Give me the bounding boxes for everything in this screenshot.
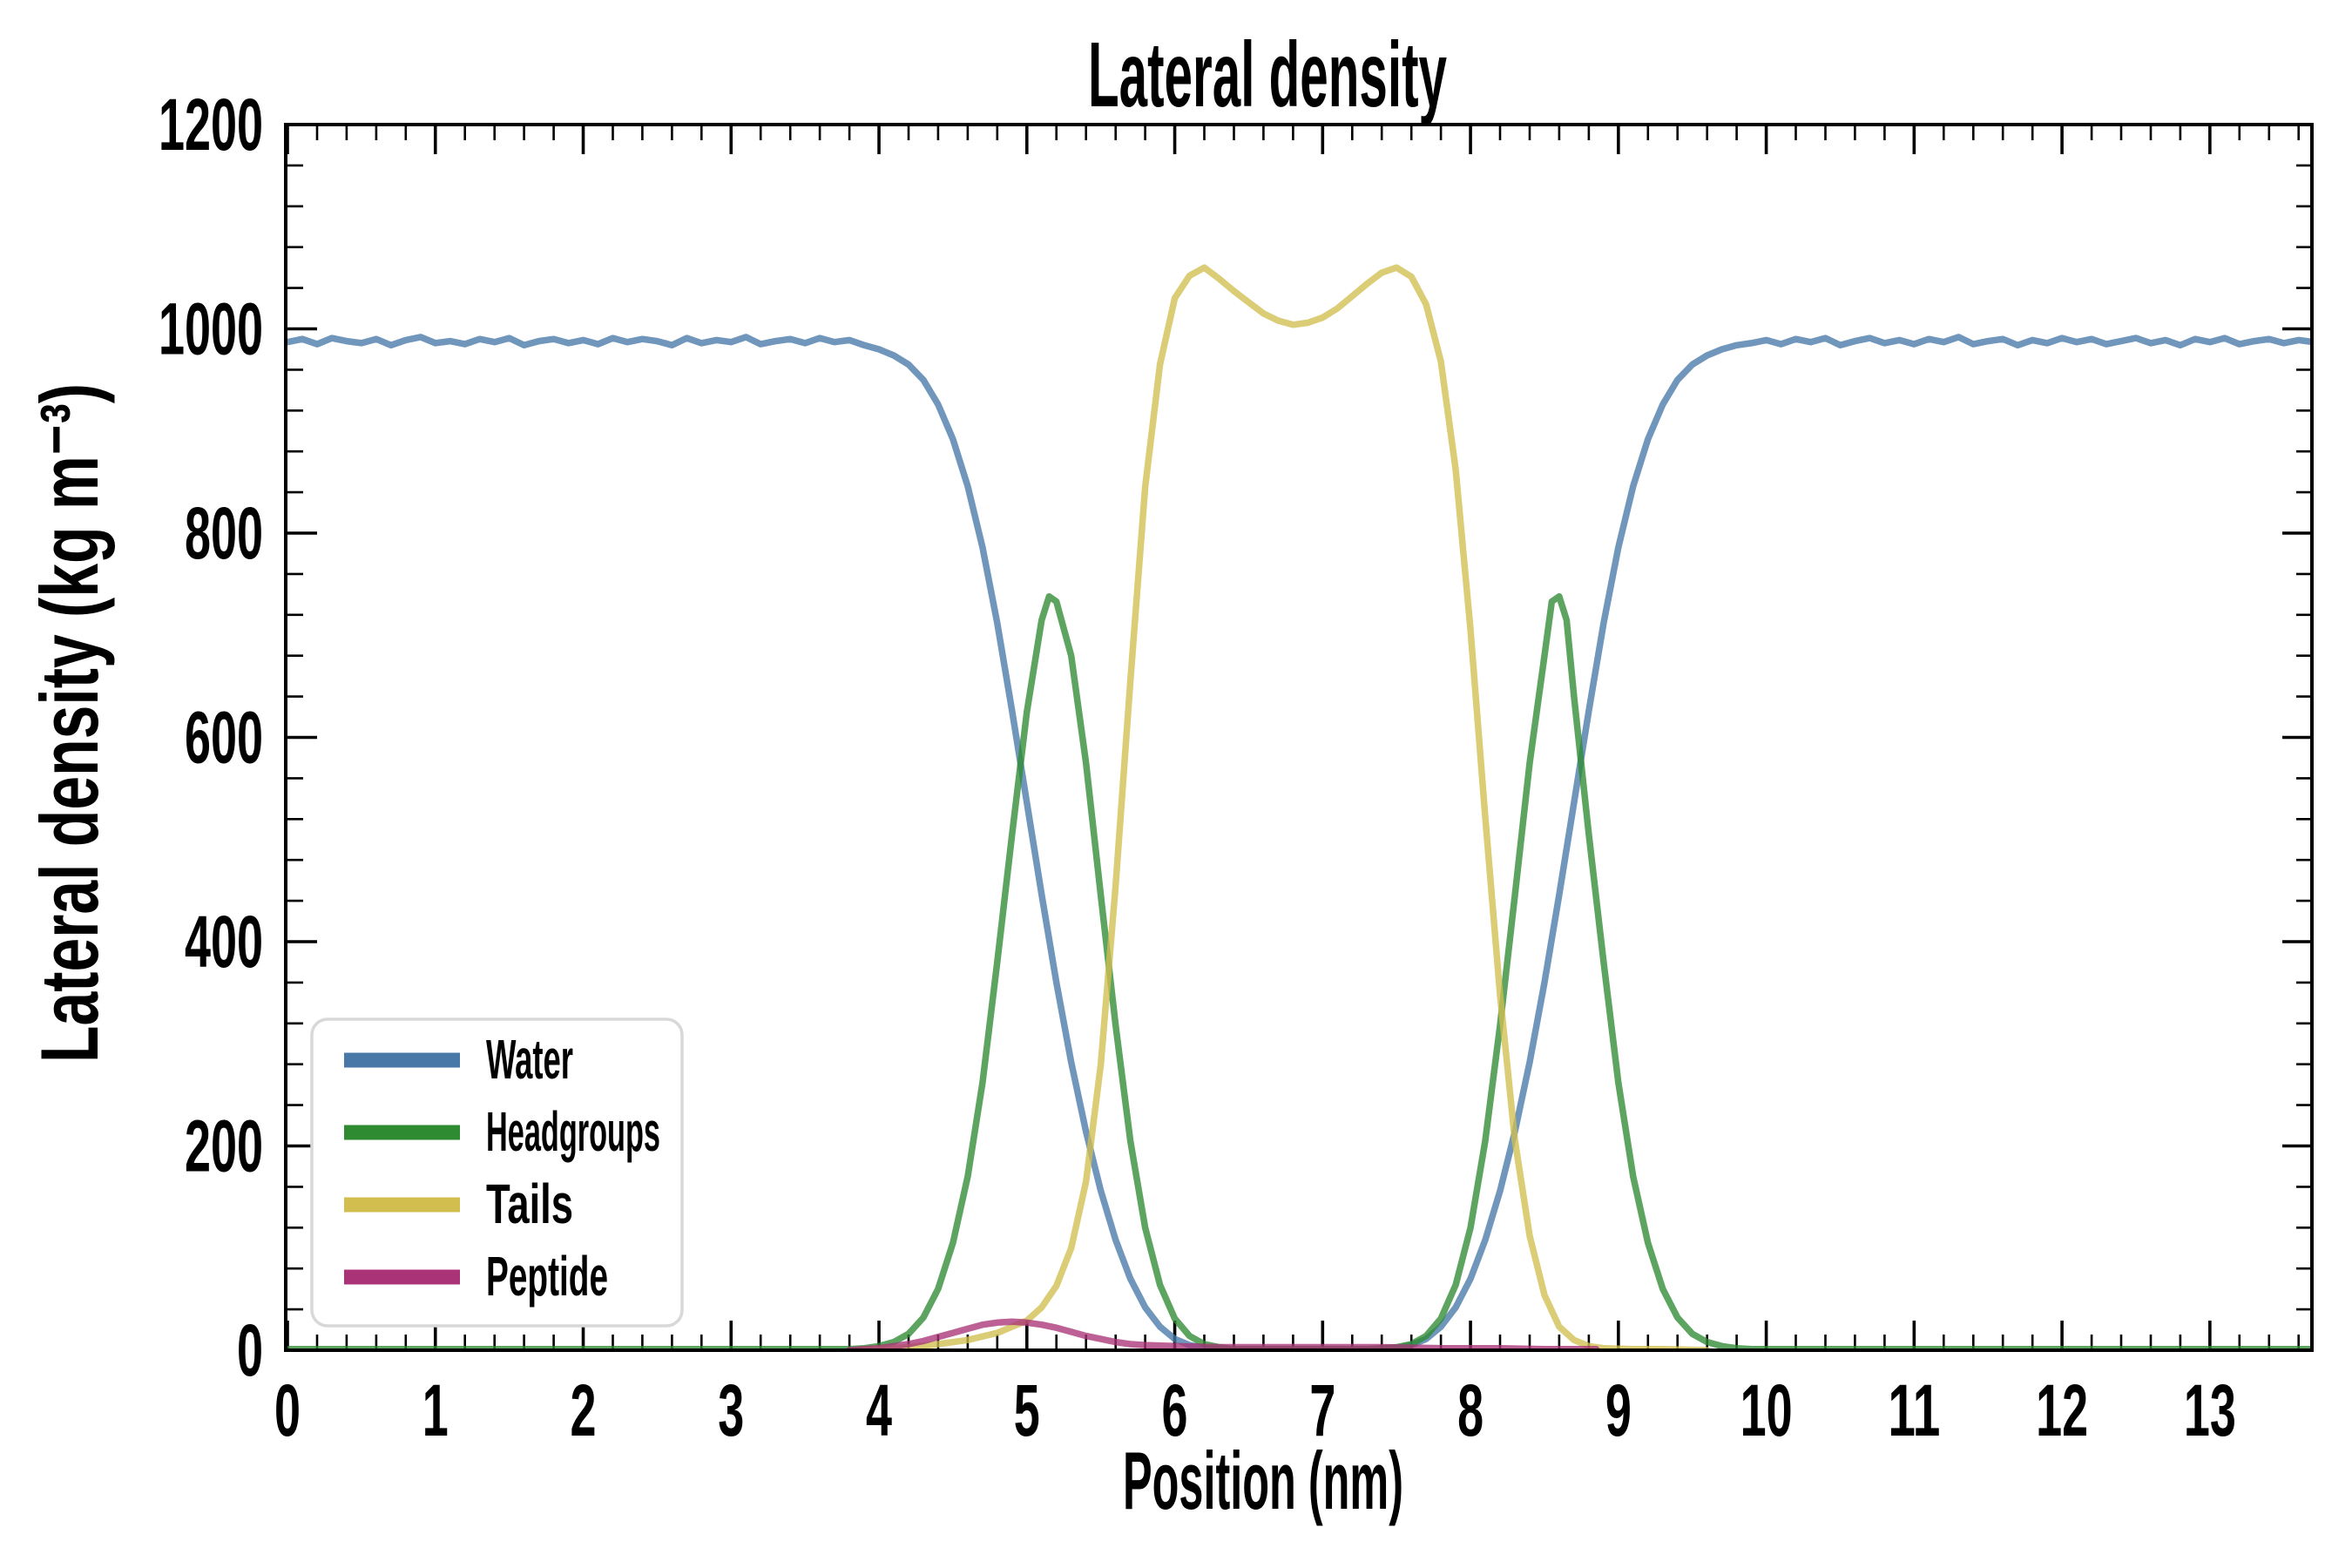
y-tick-label: 1000 (159, 288, 263, 370)
legend-label-water: Water (486, 1028, 573, 1091)
x-tick-label: 1 (422, 1369, 449, 1451)
x-axis-label: Position (nm) (1123, 1435, 1403, 1526)
x-tick-label: 9 (1605, 1369, 1632, 1451)
x-tick-label: 5 (1014, 1369, 1040, 1451)
y-tick-label: 800 (185, 492, 263, 574)
legend-box (310, 1017, 684, 1328)
x-tick-label: 10 (1740, 1369, 1793, 1451)
minor-ticks (287, 125, 2312, 1350)
legend-label-headgroups: Headgroups (486, 1100, 660, 1163)
x-tick-label: 4 (866, 1369, 892, 1451)
x-tick-label: 0 (274, 1369, 301, 1451)
plot-area: 0 1 2 3 4 5 6 7 8 9 10 11 12 13020040060080010001200W… (159, 84, 2314, 1451)
legend-label-tails: Tails (486, 1173, 573, 1235)
legend-label-peptide: Peptide (486, 1245, 608, 1308)
peptide-curve (846, 1318, 1600, 1350)
x-tick-label: 8 (1457, 1369, 1484, 1451)
chart-title: Lateral density (1088, 24, 1447, 126)
y-tick-label: 400 (185, 901, 263, 983)
y-tick-label: 0 (237, 1309, 263, 1391)
y-tick-label: 600 (185, 697, 263, 779)
axes-spines (284, 123, 2314, 1352)
tails-curve (861, 264, 1711, 1350)
x-tick-label: 3 (718, 1369, 744, 1451)
x-tick-label: 6 (1162, 1369, 1188, 1451)
x-tick-label: 13 (2184, 1369, 2236, 1451)
x-tick-label: 7 (1309, 1369, 1335, 1451)
y-tick-label: 1200 (159, 84, 263, 166)
y-tick-label: 200 (185, 1105, 263, 1187)
x-tick-label: 12 (2036, 1369, 2088, 1451)
y-axis-label: Lateral density (kg m⁻³) (24, 383, 115, 1063)
water-curve (287, 334, 2312, 1350)
x-tick-label: 2 (571, 1369, 597, 1451)
x-tick-label: 11 (1888, 1369, 1940, 1451)
